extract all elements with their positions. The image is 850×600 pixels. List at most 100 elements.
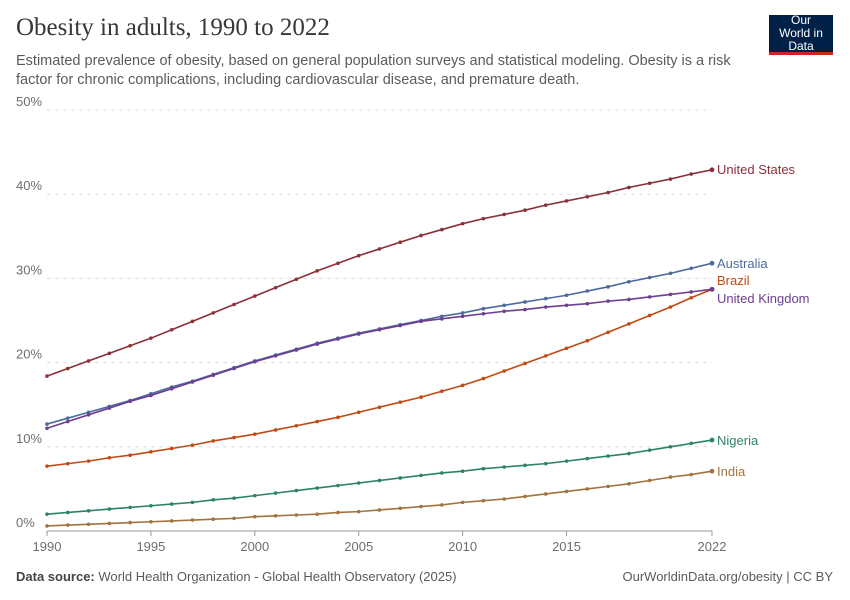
data-point (294, 348, 299, 352)
data-point (543, 492, 548, 496)
data-point (543, 354, 548, 358)
data-point (294, 423, 299, 428)
data-point (543, 461, 548, 466)
data-point (460, 383, 465, 388)
data-point (564, 303, 569, 308)
data-point (315, 486, 319, 490)
data-point (336, 261, 340, 266)
data-point (689, 472, 694, 477)
data-point (668, 445, 673, 449)
data-point (460, 314, 465, 319)
data-point (440, 389, 444, 394)
data-point (502, 465, 506, 469)
y-tick-label: 40% (16, 178, 42, 193)
data-point (689, 266, 694, 271)
data-point (481, 498, 486, 503)
data-point (356, 410, 361, 415)
data-point (128, 505, 132, 510)
data-point (65, 510, 70, 515)
data-point (169, 327, 174, 332)
data-point (481, 466, 486, 471)
data-point (440, 471, 444, 475)
logo-text: Our World in Data (779, 13, 823, 53)
data-point (585, 456, 590, 461)
data-point (107, 507, 112, 511)
data-source: Data source: World Health Organization -… (16, 569, 457, 584)
data-point (149, 503, 153, 508)
data-point (190, 500, 195, 505)
data-point (128, 399, 132, 404)
data-point (315, 269, 319, 273)
data-point (709, 167, 715, 173)
series-label: Australia (717, 256, 768, 271)
x-tick-label: 1995 (136, 539, 165, 554)
series-line (46, 262, 713, 425)
data-point (647, 478, 652, 483)
data-point (315, 342, 319, 346)
series-line (46, 168, 713, 377)
data-point (232, 302, 236, 307)
data-point (419, 504, 423, 509)
data-point (273, 354, 278, 358)
data-point (709, 468, 715, 474)
data-point (86, 459, 91, 463)
data-point (523, 494, 527, 499)
data-point (149, 393, 153, 398)
data-point (523, 361, 527, 366)
data-point (377, 508, 382, 512)
data-point (356, 332, 361, 336)
x-tick-label: 1990 (33, 539, 62, 554)
data-point (45, 422, 49, 426)
data-point (523, 307, 527, 312)
data-point (232, 435, 236, 440)
data-point (273, 428, 278, 432)
data-point (523, 463, 527, 468)
data-point (107, 351, 112, 356)
data-point (689, 295, 694, 300)
data-point (627, 451, 631, 456)
data-point (627, 297, 631, 302)
data-point (65, 366, 70, 371)
source-text[interactable]: World Health Organization - Global Healt… (98, 569, 457, 584)
x-tick-label: 2000 (240, 539, 269, 554)
data-point (211, 517, 216, 522)
data-point (336, 337, 340, 341)
data-point (336, 483, 340, 488)
x-tick-label: 2015 (552, 539, 581, 554)
data-point (86, 410, 91, 415)
data-point (440, 314, 444, 319)
y-tick-label: 30% (16, 262, 42, 277)
data-point (585, 487, 590, 491)
data-point (190, 319, 195, 324)
data-point (232, 516, 236, 521)
data-point (709, 286, 715, 292)
data-point (398, 506, 403, 511)
data-point (45, 464, 49, 468)
data-point (502, 309, 506, 314)
data-point (149, 450, 153, 454)
data-point (419, 233, 423, 238)
data-point (627, 322, 631, 326)
data-point (149, 336, 153, 340)
owid-logo[interactable]: Our World in Data (769, 13, 833, 55)
data-point (440, 503, 444, 507)
data-point (606, 330, 610, 335)
data-point (647, 448, 652, 452)
y-tick-label: 20% (16, 347, 42, 362)
data-point (627, 482, 631, 486)
data-point (668, 305, 673, 309)
data-point (86, 413, 91, 417)
data-point (440, 317, 444, 321)
data-point (45, 512, 49, 516)
credit-link[interactable]: OurWorldinData.org/obesity | CC BY (622, 569, 834, 584)
data-point (253, 359, 257, 364)
data-point (232, 366, 236, 371)
data-point (211, 498, 216, 502)
data-point (65, 416, 70, 420)
data-point (45, 426, 49, 431)
data-point (128, 520, 132, 525)
data-point (253, 514, 257, 519)
data-point (377, 327, 382, 332)
data-point (647, 275, 652, 280)
data-point (315, 512, 319, 516)
